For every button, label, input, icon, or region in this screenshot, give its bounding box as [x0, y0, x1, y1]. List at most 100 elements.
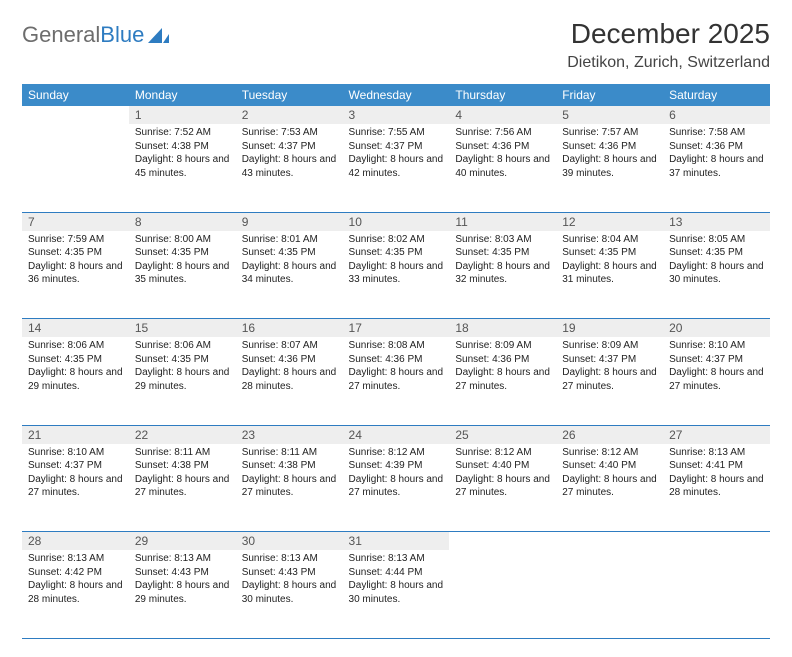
day-number-cell: 21	[22, 425, 129, 444]
daylight-text: Daylight: 8 hours and 27 minutes.	[455, 366, 550, 393]
sunset-text: Sunset: 4:38 PM	[135, 459, 230, 473]
daylight-text: Daylight: 8 hours and 43 minutes.	[242, 153, 337, 180]
sunset-text: Sunset: 4:40 PM	[455, 459, 550, 473]
day-number-cell: 10	[343, 212, 450, 231]
day-cell: Sunrise: 8:07 AMSunset: 4:36 PMDaylight:…	[236, 337, 343, 425]
sunset-text: Sunset: 4:35 PM	[28, 246, 123, 260]
daylight-text: Daylight: 8 hours and 45 minutes.	[135, 153, 230, 180]
sunrise-text: Sunrise: 8:04 AM	[562, 233, 657, 247]
day-number-cell: 28	[22, 532, 129, 551]
sunrise-text: Sunrise: 8:07 AM	[242, 339, 337, 353]
sunset-text: Sunset: 4:35 PM	[455, 246, 550, 260]
sunrise-text: Sunrise: 8:01 AM	[242, 233, 337, 247]
day-cell: Sunrise: 8:11 AMSunset: 4:38 PMDaylight:…	[129, 444, 236, 532]
daylight-text: Daylight: 8 hours and 27 minutes.	[669, 366, 764, 393]
sunset-text: Sunset: 4:35 PM	[349, 246, 444, 260]
daylight-text: Daylight: 8 hours and 29 minutes.	[28, 366, 123, 393]
day-info: Sunrise: 8:06 AMSunset: 4:35 PMDaylight:…	[22, 337, 129, 399]
sunset-text: Sunset: 4:35 PM	[242, 246, 337, 260]
sunrise-text: Sunrise: 8:11 AM	[135, 446, 230, 460]
daynum-row: 123456	[22, 106, 770, 124]
sunrise-text: Sunrise: 8:00 AM	[135, 233, 230, 247]
day-number-cell: 6	[663, 106, 770, 124]
sunset-text: Sunset: 4:36 PM	[242, 353, 337, 367]
day-number-cell: 2	[236, 106, 343, 124]
calendar-table: Sunday Monday Tuesday Wednesday Thursday…	[22, 84, 770, 639]
daylight-text: Daylight: 8 hours and 42 minutes.	[349, 153, 444, 180]
day-cell: Sunrise: 8:13 AMSunset: 4:44 PMDaylight:…	[343, 550, 450, 638]
sunrise-text: Sunrise: 7:58 AM	[669, 126, 764, 140]
location-label: Dietikon, Zurich, Switzerland	[567, 54, 770, 72]
day-info: Sunrise: 7:59 AMSunset: 4:35 PMDaylight:…	[22, 231, 129, 293]
day-number-cell: 29	[129, 532, 236, 551]
day-info: Sunrise: 8:01 AMSunset: 4:35 PMDaylight:…	[236, 231, 343, 293]
day-number-cell: 1	[129, 106, 236, 124]
daylight-text: Daylight: 8 hours and 27 minutes.	[562, 366, 657, 393]
day-info: Sunrise: 8:00 AMSunset: 4:35 PMDaylight:…	[129, 231, 236, 293]
sunrise-text: Sunrise: 8:13 AM	[669, 446, 764, 460]
daylight-text: Daylight: 8 hours and 27 minutes.	[28, 473, 123, 500]
sunrise-text: Sunrise: 8:08 AM	[349, 339, 444, 353]
day-info: Sunrise: 7:53 AMSunset: 4:37 PMDaylight:…	[236, 124, 343, 186]
day-info: Sunrise: 7:56 AMSunset: 4:36 PMDaylight:…	[449, 124, 556, 186]
sunrise-text: Sunrise: 8:11 AM	[242, 446, 337, 460]
day-cell: Sunrise: 8:13 AMSunset: 4:41 PMDaylight:…	[663, 444, 770, 532]
brand-logo: GeneralBlue	[22, 24, 170, 46]
day-number-cell: 12	[556, 212, 663, 231]
sunrise-text: Sunrise: 8:13 AM	[28, 552, 123, 566]
sunset-text: Sunset: 4:35 PM	[135, 246, 230, 260]
sunset-text: Sunset: 4:43 PM	[242, 566, 337, 580]
daylight-text: Daylight: 8 hours and 28 minutes.	[669, 473, 764, 500]
day-info: Sunrise: 8:13 AMSunset: 4:41 PMDaylight:…	[663, 444, 770, 506]
weekday-header-row: Sunday Monday Tuesday Wednesday Thursday…	[22, 84, 770, 106]
day-cell: Sunrise: 8:11 AMSunset: 4:38 PMDaylight:…	[236, 444, 343, 532]
day-info: Sunrise: 8:03 AMSunset: 4:35 PMDaylight:…	[449, 231, 556, 293]
title-block: December 2025 Dietikon, Zurich, Switzerl…	[567, 18, 770, 72]
daylight-text: Daylight: 8 hours and 27 minutes.	[135, 473, 230, 500]
day-info: Sunrise: 8:12 AMSunset: 4:40 PMDaylight:…	[556, 444, 663, 506]
daylight-text: Daylight: 8 hours and 30 minutes.	[669, 260, 764, 287]
day-info: Sunrise: 7:52 AMSunset: 4:38 PMDaylight:…	[129, 124, 236, 186]
sunset-text: Sunset: 4:36 PM	[455, 140, 550, 154]
day-info: Sunrise: 8:06 AMSunset: 4:35 PMDaylight:…	[129, 337, 236, 399]
day-number-cell: 23	[236, 425, 343, 444]
day-number-cell: 18	[449, 319, 556, 338]
day-cell: Sunrise: 7:56 AMSunset: 4:36 PMDaylight:…	[449, 124, 556, 212]
weekday-header: Friday	[556, 84, 663, 106]
day-cell: Sunrise: 8:10 AMSunset: 4:37 PMDaylight:…	[22, 444, 129, 532]
sunset-text: Sunset: 4:35 PM	[28, 353, 123, 367]
day-cell: Sunrise: 8:08 AMSunset: 4:36 PMDaylight:…	[343, 337, 450, 425]
day-number-cell: 27	[663, 425, 770, 444]
daylight-text: Daylight: 8 hours and 29 minutes.	[135, 366, 230, 393]
weekday-header: Saturday	[663, 84, 770, 106]
day-cell: Sunrise: 8:13 AMSunset: 4:42 PMDaylight:…	[22, 550, 129, 638]
daynum-row: 28293031	[22, 532, 770, 551]
day-cell: Sunrise: 8:00 AMSunset: 4:35 PMDaylight:…	[129, 231, 236, 319]
day-cell	[556, 550, 663, 638]
day-info: Sunrise: 8:04 AMSunset: 4:35 PMDaylight:…	[556, 231, 663, 293]
daylight-text: Daylight: 8 hours and 30 minutes.	[349, 579, 444, 606]
sunset-text: Sunset: 4:36 PM	[562, 140, 657, 154]
sunrise-text: Sunrise: 8:05 AM	[669, 233, 764, 247]
sunrise-text: Sunrise: 7:56 AM	[455, 126, 550, 140]
day-cell: Sunrise: 8:13 AMSunset: 4:43 PMDaylight:…	[129, 550, 236, 638]
sunset-text: Sunset: 4:36 PM	[349, 353, 444, 367]
daynum-row: 21222324252627	[22, 425, 770, 444]
day-number-cell: 14	[22, 319, 129, 338]
day-number-cell: 15	[129, 319, 236, 338]
day-cell: Sunrise: 8:02 AMSunset: 4:35 PMDaylight:…	[343, 231, 450, 319]
daynum-row: 14151617181920	[22, 319, 770, 338]
day-info: Sunrise: 8:10 AMSunset: 4:37 PMDaylight:…	[22, 444, 129, 506]
sunset-text: Sunset: 4:38 PM	[242, 459, 337, 473]
day-info: Sunrise: 8:13 AMSunset: 4:44 PMDaylight:…	[343, 550, 450, 612]
sunrise-text: Sunrise: 7:59 AM	[28, 233, 123, 247]
daylight-text: Daylight: 8 hours and 33 minutes.	[349, 260, 444, 287]
day-cell: Sunrise: 8:01 AMSunset: 4:35 PMDaylight:…	[236, 231, 343, 319]
day-cell: Sunrise: 8:09 AMSunset: 4:36 PMDaylight:…	[449, 337, 556, 425]
week-row: Sunrise: 8:06 AMSunset: 4:35 PMDaylight:…	[22, 337, 770, 425]
day-number-cell	[449, 532, 556, 551]
week-row: Sunrise: 8:13 AMSunset: 4:42 PMDaylight:…	[22, 550, 770, 638]
calendar-body: 123456Sunrise: 7:52 AMSunset: 4:38 PMDay…	[22, 106, 770, 638]
calendar-page: GeneralBlue December 2025 Dietikon, Zuri…	[0, 0, 792, 657]
day-cell	[449, 550, 556, 638]
